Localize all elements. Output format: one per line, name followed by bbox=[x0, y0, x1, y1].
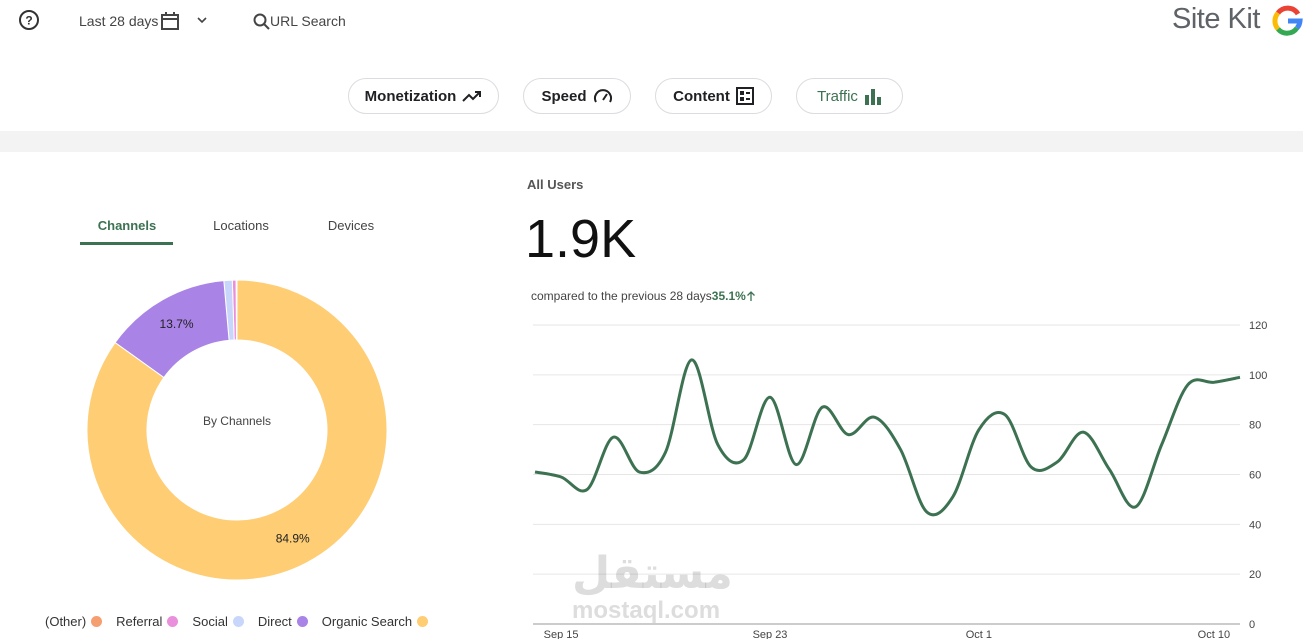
legend-item[interactable]: Social bbox=[192, 614, 244, 629]
donut-segment bbox=[86, 279, 388, 581]
legend-swatch bbox=[232, 616, 244, 627]
comparison: compared to the previous 28 days 35.1% bbox=[531, 289, 756, 303]
y-tick-label: 40 bbox=[1249, 519, 1261, 531]
date-range-text: Last 28 days bbox=[79, 13, 159, 29]
y-tick-label: 20 bbox=[1249, 569, 1261, 581]
google-logo bbox=[1272, 5, 1303, 36]
watermark-latin: mostaql.com bbox=[572, 597, 721, 624]
legend-label: Organic Search bbox=[321, 614, 413, 629]
nav-label: Traffic bbox=[817, 87, 858, 105]
search-icon bbox=[253, 13, 270, 30]
chevron-icon bbox=[197, 17, 207, 24]
legend-label: Direct bbox=[257, 614, 292, 629]
donut-value-label: 13.7% bbox=[160, 317, 194, 331]
comparison-text: compared to the previous 28 days bbox=[531, 289, 712, 303]
date-range[interactable]: Last 28 days bbox=[79, 11, 212, 31]
legend-swatch bbox=[91, 616, 103, 627]
calendar-icon bbox=[161, 12, 180, 30]
svg-text:?: ? bbox=[25, 14, 32, 28]
legend: (Other) Referral Social Direct Organic Searc… bbox=[45, 614, 429, 629]
y-tick-label: 0 bbox=[1249, 619, 1255, 631]
legend-label: (Other) bbox=[45, 614, 87, 629]
traffic-icon bbox=[864, 89, 881, 105]
nav-pill[interactable]: Monetization bbox=[348, 78, 499, 114]
nav-label: Speed bbox=[541, 87, 587, 105]
speed-icon bbox=[593, 89, 612, 103]
legend-item[interactable]: Referral bbox=[116, 614, 179, 629]
y-tick-label: 100 bbox=[1249, 370, 1267, 382]
legend-label: Social bbox=[192, 614, 228, 629]
help-icon[interactable]: ? bbox=[18, 9, 40, 31]
line-series bbox=[534, 358, 1241, 517]
x-tick-label: Oct 1 bbox=[966, 629, 992, 639]
legend-swatch bbox=[296, 616, 308, 627]
y-tick-label: 60 bbox=[1249, 470, 1261, 482]
x-tick-label: Oct 10 bbox=[1198, 629, 1230, 639]
legend-label: Referral bbox=[116, 614, 163, 629]
nav-pill[interactable]: Content bbox=[655, 78, 772, 114]
tab[interactable]: Channels bbox=[97, 218, 157, 233]
up-arrow bbox=[746, 291, 755, 301]
brand: Site Kit bbox=[1172, 3, 1260, 35]
url-search-text: URL Search bbox=[270, 13, 346, 29]
nav-label: Content bbox=[673, 87, 730, 105]
metric-value: 1.9K bbox=[525, 209, 637, 269]
trend-icon bbox=[462, 91, 482, 102]
watermark-arabic: مستقل bbox=[572, 549, 733, 598]
donut-value-label: 84.9% bbox=[276, 532, 310, 546]
x-tick-label: Sep 15 bbox=[544, 629, 579, 639]
legend-item[interactable]: (Other) bbox=[45, 614, 103, 629]
change-value: 35.1% bbox=[711, 289, 746, 303]
nav-label: Monetization bbox=[364, 87, 457, 105]
tab-indicator bbox=[80, 242, 173, 245]
legend-item[interactable]: Organic Search bbox=[321, 614, 429, 629]
y-tick-label: 120 bbox=[1249, 320, 1267, 332]
legend-item[interactable]: Direct bbox=[258, 614, 308, 629]
legend-swatch bbox=[167, 616, 179, 627]
nav-pill[interactable]: Speed bbox=[523, 78, 631, 114]
donut-center-label: By Channels bbox=[202, 414, 272, 428]
tab[interactable]: Devices bbox=[327, 218, 375, 233]
metric-title: All Users bbox=[527, 177, 584, 192]
x-tick-label: Sep 23 bbox=[753, 629, 788, 639]
nav-pill[interactable]: Traffic bbox=[796, 78, 903, 114]
divider-band bbox=[0, 131, 1303, 152]
url-search[interactable]: URL Search bbox=[252, 11, 346, 31]
legend-swatch bbox=[417, 616, 429, 627]
y-tick-label: 80 bbox=[1249, 420, 1261, 432]
tab[interactable]: Locations bbox=[213, 218, 269, 233]
content-icon bbox=[735, 87, 754, 105]
